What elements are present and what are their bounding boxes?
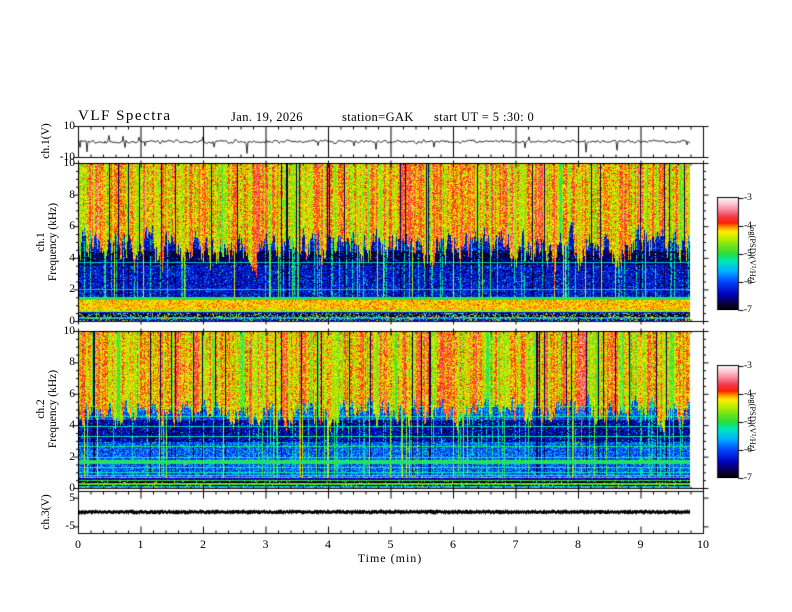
ch2-freq-tick-label: 0 [69,482,75,494]
x-tick-label: 2 [200,537,206,551]
ch1-colorbar-canvas [718,198,738,310]
ch2-spectrogram-ylabel-line2: Frequency (kHz) [47,369,59,449]
x-tick-label: 1 [137,537,144,551]
ch2-colorbar-tick-label: -5 [744,417,752,427]
x-axis-label: Time (min) [357,551,423,565]
x-tick-label: 10 [697,537,709,551]
ch2-colorbar-tick-label: -7 [744,473,752,483]
ch1-freq-tick-label: 2 [69,283,75,296]
ch1-freq-tick-label: 4 [69,251,75,264]
ch2-freq-tick-label: 2 [69,450,75,463]
ch1-spectrogram-canvas [78,163,703,321]
x-tick-label: 4 [325,537,331,551]
ch2-freq-tick-label: 6 [69,387,75,400]
ch1-colorbar-tick-label: -6 [744,277,752,287]
x-tick-label: 9 [637,537,644,551]
x-tick-label: 0 [75,537,81,551]
ch1-spectrogram-ylabel: ch.1 Frequency (kHz) [35,203,59,281]
date-label: Jan. 19, 2026 [231,110,303,124]
x-tick-label: 8 [575,537,581,551]
ch1-spectrogram-ylabel-line2: Frequency (kHz) [47,202,59,282]
ch1-freq-tick-label: 10 [63,157,76,169]
x-tick-label: 6 [450,537,456,551]
ch2-colorbar-tick-label: -6 [744,445,752,455]
ch3-volt-tick-label: -5 [65,520,75,533]
ch1-colorbar-tick-label: -3 [744,193,752,203]
ch1-freq-tick-label: 6 [69,220,75,233]
x-tick-label: 5 [387,537,394,551]
ch1-waveform-canvas [78,126,703,157]
ch1-freq-tick-label: 8 [69,188,75,201]
start-ut-label: start UT = 5 :30: 0 [434,110,535,124]
ch1-spectrogram-ylabel-line1: ch.1 [35,232,47,252]
ch3-volt-tick-label: 5 [69,491,75,504]
ch1-colorbar-tick-label: -4 [744,221,752,231]
ch1-colorbar-tick-label: -5 [744,249,752,259]
ch2-freq-tick-label: 10 [63,325,76,337]
ch2-freq-tick-label: 8 [69,356,75,369]
ch2-freq-tick-label: 4 [69,419,75,432]
station-label: station=GAK [342,110,414,124]
ch2-colorbar-tick-label: -3 [744,361,752,371]
ch1-volt-tick-label: 10 [63,120,76,132]
ch3-waveform-canvas [78,491,703,533]
figure-title: VLF Spectra [78,108,172,124]
ch2-spectrogram-ylabel-line1: ch.2 [35,399,47,419]
ch2-spectrogram-canvas [78,331,703,488]
ch1-volt-tick-label: -10 [59,151,75,163]
ch2-spectrogram-ylabel: ch.2 Frequency (kHz) [35,370,59,448]
x-tick-label: 7 [512,537,519,551]
ch1-colorbar-tick-label: -7 [744,305,752,315]
ch2-colorbar-canvas [718,366,738,478]
ch1-freq-tick-label: 0 [69,315,75,327]
ch2-colorbar-tick-label: -4 [744,389,752,399]
x-tick-label: 3 [262,537,269,551]
